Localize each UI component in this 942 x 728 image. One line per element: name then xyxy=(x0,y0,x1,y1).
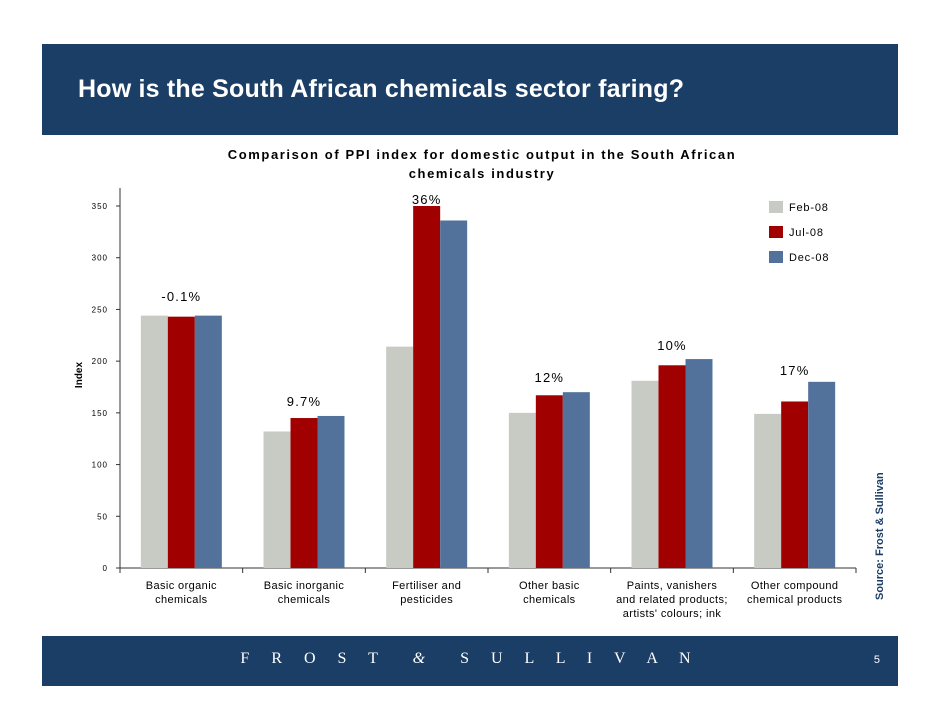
y-tick-label: 200 xyxy=(92,357,108,366)
y-tick-label: 100 xyxy=(92,461,108,470)
category-label: artists' colours; ink xyxy=(623,608,722,620)
y-tick-label: 0 xyxy=(103,564,108,573)
category-label: and related products; xyxy=(616,594,728,606)
bar-jul-08 xyxy=(167,316,195,568)
chart-title-line: Comparison of PPI index for domestic out… xyxy=(228,147,737,162)
legend-swatch xyxy=(769,201,783,213)
bar-feb-08 xyxy=(386,346,414,568)
growth-annotation: -0.1% xyxy=(161,289,201,304)
legend-label: Jul-08 xyxy=(789,227,824,239)
growth-annotation: 36% xyxy=(412,192,442,207)
y-tick-label: 50 xyxy=(97,512,108,521)
bar-jul-08 xyxy=(290,418,318,568)
page-number: 5 xyxy=(873,654,880,666)
bar-feb-08 xyxy=(140,315,168,568)
bar-dec-08 xyxy=(317,415,345,568)
bar-jul-08 xyxy=(781,401,809,568)
bar-feb-08 xyxy=(631,380,659,568)
category-label: Basic organic xyxy=(146,580,217,592)
footer-bar: F R O S T & S U L L I V A N 5 xyxy=(42,636,898,686)
legend-swatch xyxy=(769,226,783,238)
category-label: Paints, vanishers xyxy=(627,580,718,592)
legend-label: Dec-08 xyxy=(789,252,829,264)
category-label: chemicals xyxy=(155,594,208,606)
y-tick-label: 300 xyxy=(92,254,108,263)
growth-annotation: 17% xyxy=(780,363,810,378)
growth-annotation: 12% xyxy=(535,370,565,385)
bar-jul-08 xyxy=(413,206,441,568)
frost-sullivan-logo: F R O S T & S U L L I V A N xyxy=(240,650,700,667)
bar-dec-08 xyxy=(440,220,468,569)
source-note: Source: Frost & Sullivan xyxy=(874,472,886,600)
category-label: chemicals xyxy=(523,594,576,606)
y-tick-label: 350 xyxy=(92,202,108,211)
growth-annotation: 9.7% xyxy=(287,394,321,409)
y-tick-label: 150 xyxy=(92,409,108,418)
bar-dec-08 xyxy=(685,359,713,568)
y-axis-label: Index xyxy=(74,362,85,389)
category-label: Fertiliser and xyxy=(392,580,461,592)
header-bar: How is the South African chemicals secto… xyxy=(42,44,898,135)
bar-jul-08 xyxy=(535,395,563,568)
growth-annotation: 10% xyxy=(657,338,687,353)
bar-dec-08 xyxy=(194,315,222,568)
y-tick-label: 250 xyxy=(92,305,108,314)
bar-dec-08 xyxy=(808,381,836,568)
bar-jul-08 xyxy=(658,365,686,568)
category-label: Basic inorganic xyxy=(264,580,345,592)
bar-dec-08 xyxy=(562,392,590,568)
legend-swatch xyxy=(769,251,783,263)
category-label: Other basic xyxy=(519,580,580,592)
chart-title-line: chemicals industry xyxy=(409,166,556,181)
legend-label: Feb-08 xyxy=(789,202,829,214)
bar-feb-08 xyxy=(508,412,536,568)
bar-feb-08 xyxy=(754,413,782,568)
category-label: pesticides xyxy=(400,594,453,606)
page-title: How is the South African chemicals secto… xyxy=(78,75,685,103)
category-label: chemical products xyxy=(747,594,843,606)
bar-feb-08 xyxy=(263,431,291,568)
category-label: Other compound xyxy=(751,580,839,592)
category-label: chemicals xyxy=(278,594,331,606)
